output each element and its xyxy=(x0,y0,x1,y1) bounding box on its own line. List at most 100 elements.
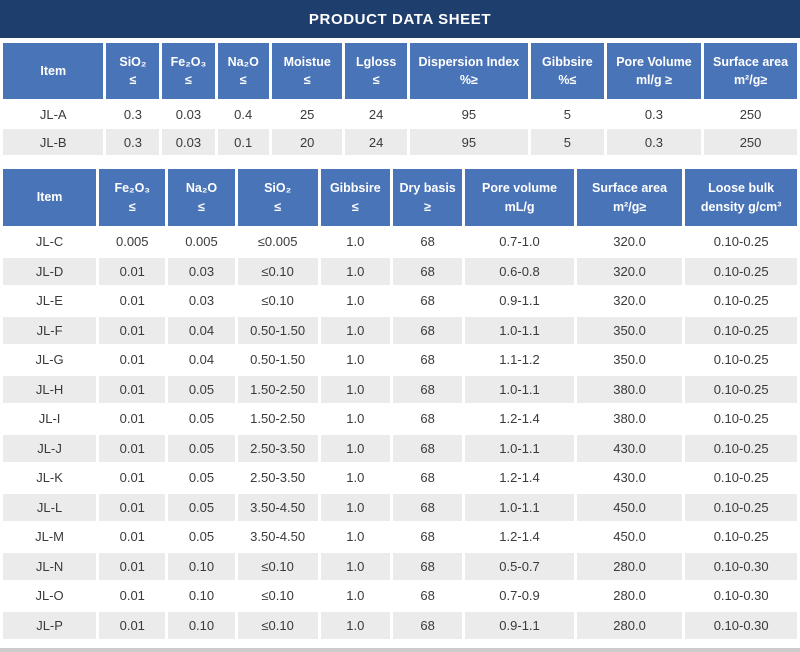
value-cell: 1.0-1.1 xyxy=(465,375,574,403)
value-cell: 0.01 xyxy=(99,375,166,403)
value-cell: 0.01 xyxy=(99,582,166,610)
item-cell: JL-J xyxy=(3,434,97,462)
column-header: Lgloss ≤ xyxy=(345,43,407,99)
value-cell: 0.7-1.0 xyxy=(465,228,574,256)
value-cell: 1.0 xyxy=(320,405,390,433)
value-cell: 1.0 xyxy=(320,257,390,285)
value-cell: 0.04 xyxy=(168,316,235,344)
value-cell: 0.10-0.25 xyxy=(685,375,797,403)
value-cell: 280.0 xyxy=(576,552,683,580)
value-cell: 5 xyxy=(530,101,604,127)
value-cell: 0.05 xyxy=(168,523,235,551)
value-cell: 320.0 xyxy=(576,287,683,315)
value-cell: 0.10-0.25 xyxy=(685,346,797,374)
value-cell: 0.50-1.50 xyxy=(237,316,318,344)
value-cell: 0.005 xyxy=(99,228,166,256)
value-cell: 1.50-2.50 xyxy=(237,375,318,403)
value-cell: 450.0 xyxy=(576,493,683,521)
value-cell: 0.10 xyxy=(168,582,235,610)
value-cell: 68 xyxy=(392,493,463,521)
value-cell: 24 xyxy=(345,129,407,155)
column-header: Surface area m²/g≥ xyxy=(704,43,797,99)
value-cell: 95 xyxy=(409,101,528,127)
value-cell: 68 xyxy=(392,346,463,374)
value-cell: 68 xyxy=(392,375,463,403)
table-row: JL-A 0.3 0.03 0.4 25 24 95 5 0.3 250 xyxy=(3,101,797,127)
item-cell: JL-G xyxy=(3,346,97,374)
column-header: Pore Volume ml/g ≥ xyxy=(606,43,702,99)
value-cell: 68 xyxy=(392,552,463,580)
value-cell: 0.4 xyxy=(217,101,269,127)
column-header: SiO₂ ≤ xyxy=(106,43,160,99)
column-header: Na₂O ≤ xyxy=(168,169,235,226)
item-cell: JL-C xyxy=(3,228,97,256)
value-cell: 0.01 xyxy=(99,523,166,551)
column-header: Moistue ≤ xyxy=(271,43,343,99)
value-cell: 68 xyxy=(392,464,463,492)
column-header: Dry basis ≥ xyxy=(392,169,463,226)
value-cell: 68 xyxy=(392,611,463,639)
value-cell: 1.0 xyxy=(320,552,390,580)
value-cell: ≤0.10 xyxy=(237,287,318,315)
value-cell: 1.0 xyxy=(320,375,390,403)
value-cell: 0.7-0.9 xyxy=(465,582,574,610)
value-cell: 0.03 xyxy=(162,129,215,155)
value-cell: 1.2-1.4 xyxy=(465,405,574,433)
value-cell: 0.6-0.8 xyxy=(465,257,574,285)
item-cell: JL-L xyxy=(3,493,97,521)
value-cell: 0.10-0.25 xyxy=(685,228,797,256)
column-header: Dispersion Index %≥ xyxy=(409,43,528,99)
column-header: Pore volume mL/g xyxy=(465,169,574,226)
value-cell: 320.0 xyxy=(576,228,683,256)
value-cell: 0.10-0.25 xyxy=(685,523,797,551)
item-cell: JL-M xyxy=(3,523,97,551)
value-cell: 0.01 xyxy=(99,434,166,462)
value-cell: 0.50-1.50 xyxy=(237,346,318,374)
item-cell: JL-A xyxy=(3,101,104,127)
table-row: JL-F 0.01 0.04 0.50-1.50 1.0 68 1.0-1.1 350.0 0.… xyxy=(3,316,797,344)
value-cell: 430.0 xyxy=(576,464,683,492)
header-row: Item Fe₂O₃ ≤ Na₂O ≤ SiO₂ ≤ Gibbsire ≤ Dry basis ≥ P… xyxy=(3,169,797,226)
table-row: JL-P 0.01 0.10 ≤0.10 1.0 68 0.9-1.1 280.0 0.10-0… xyxy=(3,611,797,639)
value-cell: 1.50-2.50 xyxy=(237,405,318,433)
value-cell: 0.10-0.25 xyxy=(685,287,797,315)
value-cell: 1.2-1.4 xyxy=(465,464,574,492)
value-cell: 68 xyxy=(392,582,463,610)
value-cell: 0.3 xyxy=(606,129,702,155)
value-cell: 1.0 xyxy=(320,582,390,610)
column-header: Item xyxy=(3,43,104,99)
value-cell: 380.0 xyxy=(576,405,683,433)
value-cell: 380.0 xyxy=(576,375,683,403)
value-cell: 0.04 xyxy=(168,346,235,374)
value-cell: 0.3 xyxy=(106,101,160,127)
column-header: Surface area m²/g≥ xyxy=(576,169,683,226)
value-cell: 0.10-0.30 xyxy=(685,582,797,610)
column-header: Fe₂O₃ ≤ xyxy=(162,43,215,99)
value-cell: 1.0 xyxy=(320,287,390,315)
table-row: JL-O 0.01 0.10 ≤0.10 1.0 68 0.7-0.9 280.0 0.10-0… xyxy=(3,582,797,610)
column-header: Gibbsire ≤ xyxy=(320,169,390,226)
value-cell: 1.0 xyxy=(320,346,390,374)
value-cell: 1.0-1.1 xyxy=(465,434,574,462)
value-cell: 2.50-3.50 xyxy=(237,434,318,462)
item-cell: JL-K xyxy=(3,464,97,492)
value-cell: 0.01 xyxy=(99,493,166,521)
value-cell: 250 xyxy=(704,101,797,127)
value-cell: 68 xyxy=(392,405,463,433)
spec-table-top: Item SiO₂ ≤ Fe₂O₃ ≤ Na₂O ≤ Moistue ≤ Lgloss ≤ Dispe… xyxy=(0,41,800,157)
value-cell: 1.0 xyxy=(320,464,390,492)
value-cell: 24 xyxy=(345,101,407,127)
value-cell: 0.005 xyxy=(168,228,235,256)
value-cell: 1.0 xyxy=(320,228,390,256)
value-cell: 0.01 xyxy=(99,287,166,315)
value-cell: 5 xyxy=(530,129,604,155)
value-cell: 68 xyxy=(392,228,463,256)
value-cell: 0.5-0.7 xyxy=(465,552,574,580)
value-cell: 0.10-0.25 xyxy=(685,257,797,285)
item-cell: JL-I xyxy=(3,405,97,433)
value-cell: 68 xyxy=(392,287,463,315)
value-cell: 0.05 xyxy=(168,375,235,403)
value-cell: 0.3 xyxy=(106,129,160,155)
bottom-edge-strip xyxy=(0,648,800,652)
value-cell: 0.01 xyxy=(99,346,166,374)
